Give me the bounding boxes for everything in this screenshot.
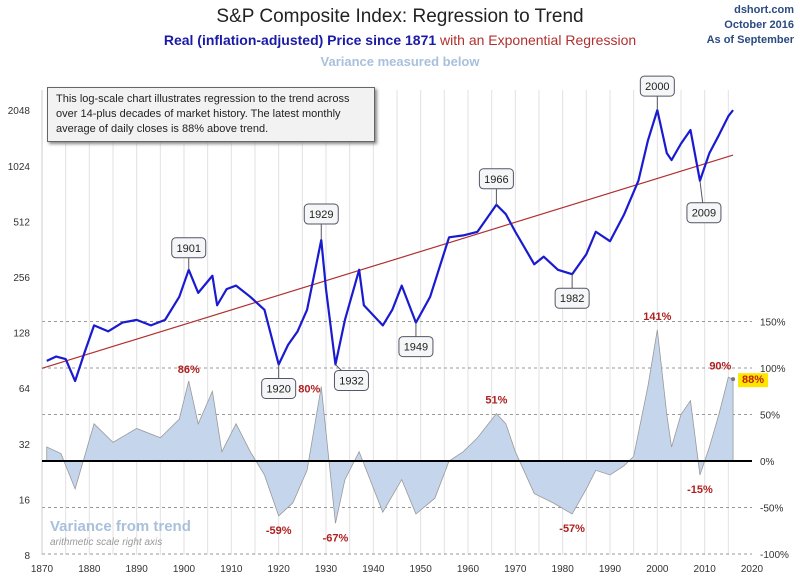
variance-label: -59% (266, 525, 292, 537)
callout-box (333, 369, 369, 391)
left-axis-tick: 128 (13, 329, 30, 340)
callout-box (554, 287, 590, 309)
variance-label: 90% (709, 360, 731, 372)
right-axis-tick: -50% (760, 504, 783, 515)
variance-label: 141% (643, 311, 671, 323)
x-axis-tick: 2020 (741, 564, 764, 575)
variance-label: -67% (323, 532, 349, 544)
callout-box (478, 168, 514, 190)
as-of: As of September (706, 34, 794, 46)
callout-label: 1949 (404, 342, 428, 354)
callout-box (398, 336, 434, 358)
right-axis-tick: 150% (760, 318, 786, 329)
variance-label: 86% (178, 364, 200, 376)
x-axis-tick: 1990 (599, 564, 622, 575)
callout-box (303, 203, 339, 225)
left-axis-tick: 64 (19, 384, 31, 395)
note-box: This log-scale chart illustrates regress… (47, 87, 375, 142)
left-axis-tick: 8 (24, 551, 30, 562)
callout-label: 1901 (176, 243, 200, 255)
callout-box (639, 75, 675, 97)
x-axis-tick: 1950 (410, 564, 433, 575)
x-axis-tick: 2000 (646, 564, 669, 575)
x-axis-tick: 1940 (362, 564, 385, 575)
x-axis-tick: 1910 (220, 564, 243, 575)
variance-label: 80% (298, 384, 320, 396)
variance-subtitle: arithmetic scale right axis (50, 537, 163, 548)
price-line (46, 109, 734, 383)
right-axis-tick: -100% (760, 550, 789, 561)
trend-line (41, 154, 734, 369)
x-axis-tick: 1880 (78, 564, 101, 575)
x-axis-tick: 1930 (315, 564, 338, 575)
callout-box (261, 377, 297, 399)
subtitle-regression: with an Exponential Regression (436, 32, 637, 48)
x-axis-tick: 1960 (457, 564, 480, 575)
callout-box (171, 237, 207, 259)
left-axis-tick: 16 (19, 495, 31, 506)
x-axis-tick: 1890 (126, 564, 149, 575)
source: dshort.com (734, 4, 794, 16)
chart-title: S&P Composite Index: Regression to Trend (216, 6, 584, 27)
right-axis-tick: 50% (760, 411, 780, 422)
chart-subtitle: Real (inflation-adjusted) Price since 18… (0, 32, 800, 48)
x-axis-tick: 1900 (173, 564, 196, 575)
left-axis-tick: 2048 (8, 106, 31, 117)
variance-label: -15% (687, 484, 713, 496)
variance-latest-point (731, 377, 736, 382)
variance-area (46, 329, 734, 524)
x-axis-tick: 1920 (268, 564, 291, 575)
left-axis-tick: 512 (13, 217, 30, 228)
variance-label: 51% (485, 395, 507, 407)
x-axis-tick: 1870 (31, 564, 54, 575)
date: October 2016 (724, 19, 794, 31)
variance-label: 88% (742, 374, 764, 386)
callout-label: 1982 (560, 293, 584, 305)
variance-title: Variance from trend (50, 518, 191, 535)
source-block: dshort.com October 2016 As of September (707, 3, 794, 48)
x-axis-tick: 1970 (504, 564, 527, 575)
callout-label: 2000 (645, 81, 669, 93)
callout-label: 1966 (484, 174, 508, 186)
variance-label: -57% (559, 523, 585, 535)
right-axis-tick: 100% (760, 364, 786, 375)
callout-box (686, 202, 722, 224)
callout-label: 1932 (339, 375, 363, 387)
callout-label: 1929 (309, 209, 333, 221)
x-axis-tick: 1980 (552, 564, 575, 575)
subtitle-variance: Variance measured below (320, 54, 480, 69)
callout-label: 2009 (692, 208, 716, 220)
left-axis-tick: 32 (19, 440, 31, 451)
variance-highlight (738, 373, 769, 388)
subtitle-price: Real (inflation-adjusted) Price since 18… (163, 32, 437, 48)
callout-label: 1920 (266, 383, 290, 395)
x-axis-tick: 2010 (694, 564, 717, 575)
left-axis-tick: 1024 (8, 162, 31, 173)
left-axis-tick: 256 (13, 273, 30, 284)
right-axis-tick: 0% (760, 457, 775, 468)
